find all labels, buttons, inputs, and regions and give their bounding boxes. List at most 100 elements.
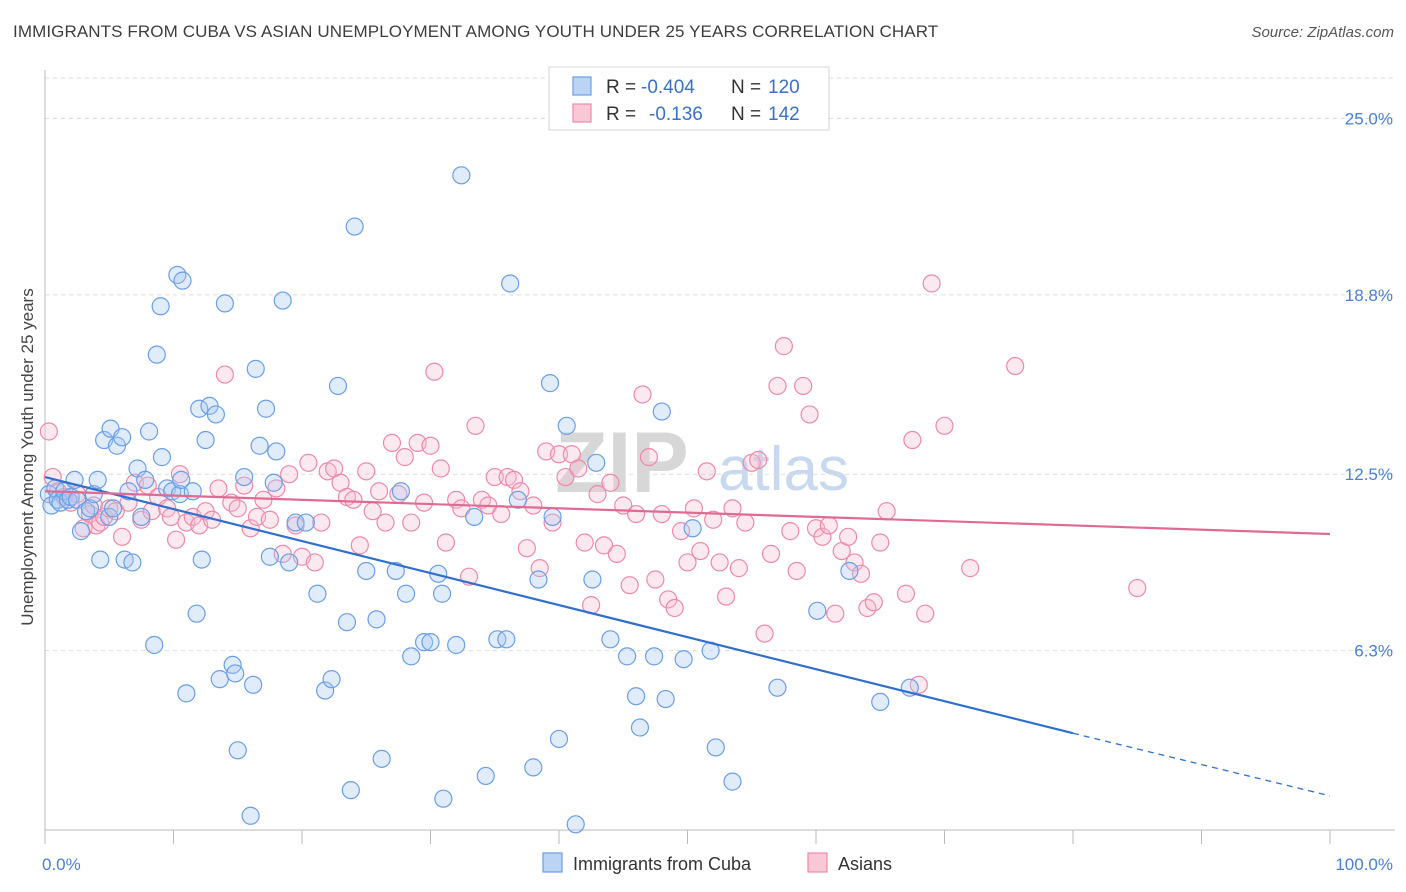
point-cuba (123, 553, 142, 572)
point-asians (370, 482, 389, 501)
point-asians (787, 561, 806, 581)
point-cuba (308, 584, 327, 603)
point-cuba (112, 428, 132, 447)
point-asians (305, 553, 324, 572)
point-asians (43, 467, 62, 487)
point-asians (402, 513, 421, 532)
point-cuba (587, 453, 606, 472)
point-asians (768, 376, 787, 396)
point-asians (569, 459, 588, 478)
point-cuba (497, 630, 516, 649)
legend-r-label-2: R = (606, 104, 636, 125)
point-asians (431, 459, 450, 478)
point-asians (601, 473, 620, 492)
point-cuba (476, 766, 495, 786)
point-cuba (250, 436, 269, 455)
point-asians (794, 376, 813, 396)
point-cuba (260, 547, 279, 566)
point-asians (935, 416, 954, 435)
point-asians (665, 598, 684, 618)
point-cuba (328, 376, 348, 396)
point-asians (761, 544, 781, 563)
point-asians (851, 564, 871, 583)
legend-n-value-2: 142 (768, 104, 800, 125)
point-cuba (644, 647, 664, 666)
point-cuba (524, 758, 543, 777)
point-asians (588, 485, 607, 504)
watermark-zip: ZIP (555, 415, 689, 511)
point-asians (691, 541, 710, 561)
point-cuba (421, 633, 440, 652)
point-cuba (367, 610, 386, 629)
bottom-legend-cuba: Immigrants from Cuba (573, 854, 752, 874)
point-asians (39, 422, 58, 441)
point-cuba (173, 271, 192, 290)
point-asians (704, 510, 723, 529)
point-asians (800, 405, 819, 424)
point-cuba (119, 482, 138, 501)
point-cuba (618, 647, 637, 666)
point-asians (260, 510, 279, 529)
point-cuba (501, 274, 520, 293)
point-asians (1128, 578, 1147, 598)
point-asians (845, 553, 864, 572)
point-asians (575, 533, 594, 552)
point-cuba (172, 470, 191, 489)
point-cuba (630, 718, 650, 737)
point-asians (166, 530, 186, 549)
point-cuba (215, 294, 234, 313)
point-cuba (337, 613, 357, 632)
point-cuba (768, 678, 787, 697)
point-cuba (656, 689, 675, 709)
point-asians (485, 467, 504, 487)
point-cuba (168, 265, 187, 285)
point-cuba (80, 499, 100, 518)
point-cuba (273, 291, 292, 310)
point-asians (425, 362, 444, 381)
point-cuba (104, 499, 123, 518)
point-cuba (322, 670, 341, 689)
point-asians (209, 479, 228, 498)
point-cuba (543, 507, 562, 526)
point-cuba (566, 815, 585, 834)
point-cuba (264, 473, 283, 492)
point-asians (729, 559, 749, 578)
tick-labels: 6.3% 12.5% 18.8% 25.0% 0.0% 100.0% (42, 109, 1393, 874)
point-asians (916, 604, 935, 623)
point-asians (395, 448, 414, 467)
legend-swatch-asians (572, 103, 592, 123)
point-cuba (147, 345, 166, 364)
point-cuba (465, 507, 484, 526)
point-asians (436, 533, 456, 552)
correlation-legend: R = -0.404 N = 120 R = -0.136 N = 142 (548, 66, 830, 131)
point-asians (755, 624, 774, 643)
point-asians (344, 490, 363, 509)
point-cuba (601, 630, 620, 649)
axes (44, 70, 1395, 844)
x-tick-label: 0.0% (42, 855, 81, 874)
point-asians (517, 539, 536, 558)
point-cuba (386, 561, 405, 581)
point-cuba (280, 553, 299, 572)
point-cuba (296, 513, 315, 532)
point-asians (678, 553, 697, 572)
point-asians (607, 544, 626, 563)
point-asians (710, 553, 729, 572)
point-asians (684, 499, 704, 518)
point-asians (633, 385, 652, 404)
legend-r-label-1: R = (606, 77, 636, 98)
point-asians (716, 587, 736, 606)
series-legend: Immigrants from Cuba Asians (542, 852, 892, 874)
trend-line-cuba (44, 475, 1074, 735)
point-cuba (244, 675, 263, 694)
point-cuba (190, 399, 209, 418)
point-asians (922, 274, 941, 293)
point-cuba (235, 467, 254, 487)
point-cuba (871, 692, 890, 712)
point-cuba (71, 522, 91, 541)
point-asians (350, 536, 369, 555)
point-cuba (136, 470, 155, 489)
point-cuba (583, 570, 602, 589)
point-asians (626, 504, 646, 524)
